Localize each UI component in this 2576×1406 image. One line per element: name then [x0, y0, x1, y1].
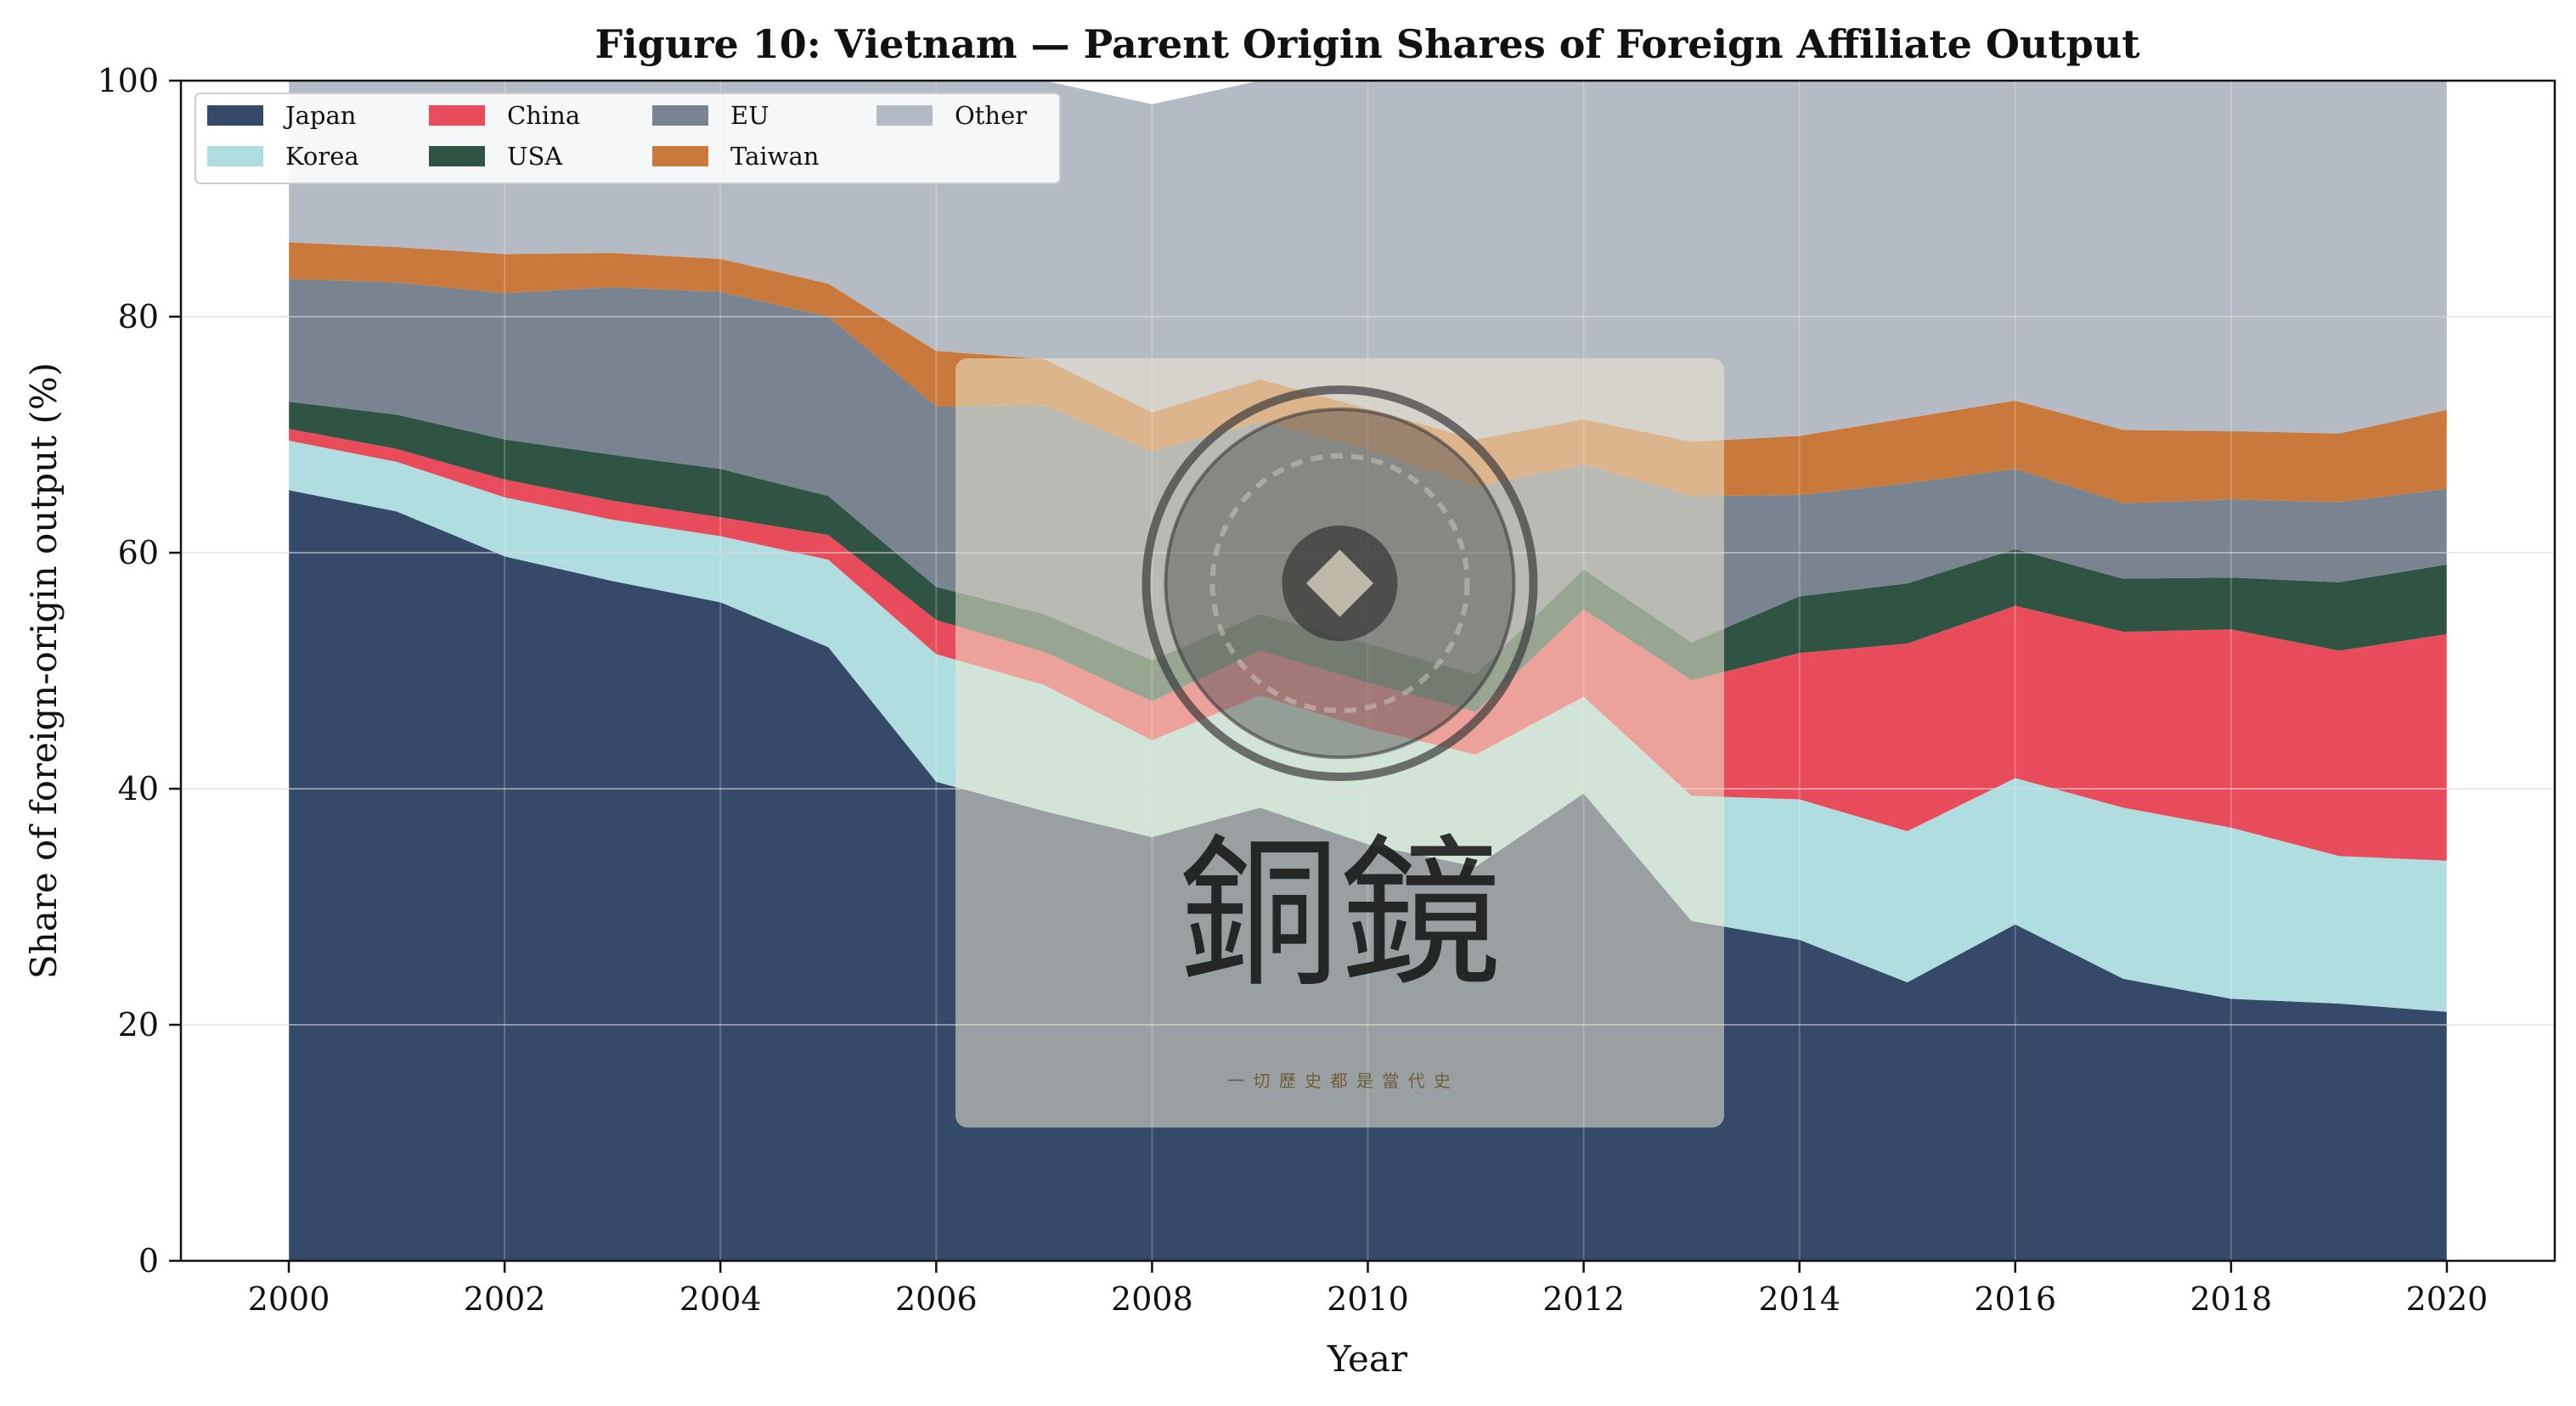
y-tick-label: 60 — [118, 534, 159, 571]
legend-swatch-japan — [207, 105, 263, 126]
area-usa — [289, 402, 2447, 712]
legend-label-korea: Korea — [285, 142, 359, 171]
y-axis-ticks: 0 20 40 60 80 100 — [97, 62, 181, 1279]
y-axis-label: Share of foreign-origin output (%) — [23, 363, 65, 979]
legend-box — [194, 93, 1061, 184]
x-tick-label: 2014 — [1758, 1280, 1840, 1318]
legend-label-japan: Japan — [283, 101, 356, 130]
chart-legend: Japan Korea China USA EU Taiwan Other — [194, 93, 1061, 184]
x-tick-label: 2012 — [1542, 1280, 1625, 1318]
x-tick-label: 2004 — [679, 1280, 762, 1318]
legend-swatch-korea — [207, 146, 263, 166]
area-china — [289, 429, 2447, 861]
bronze-mirror-pattern-ring — [1209, 453, 1470, 713]
x-tick-label: 2008 — [1111, 1280, 1193, 1318]
bronze-mirror-outer-ring — [1141, 385, 1538, 781]
legend-label-usa: USA — [507, 142, 563, 171]
legend-swatch-eu — [652, 105, 708, 126]
legend-swatch-usa — [429, 146, 485, 166]
legend-label-taiwan: Taiwan — [730, 142, 819, 171]
legend-label-eu: EU — [730, 101, 769, 130]
area-taiwan — [289, 242, 2447, 503]
x-tick-label: 2016 — [1974, 1280, 2056, 1318]
y-tick-label: 20 — [118, 1006, 159, 1043]
y-tick-label: 80 — [118, 298, 159, 335]
watermark-motto: 一 切 歷 史 都 是 當 代 史 — [1227, 1071, 1452, 1091]
x-axis-ticks: 2000 2002 2004 2006 2008 2010 2012 2014 2016 2018… — [248, 1261, 2489, 1318]
x-tick-label: 2020 — [2406, 1280, 2489, 1318]
x-tick-label: 2010 — [1327, 1280, 1409, 1318]
area-korea — [289, 441, 2447, 1012]
legend-swatch-china — [429, 105, 485, 126]
chart-title: Figure 10: Vietnam — Parent Origin Share… — [595, 21, 2141, 67]
watermark: 銅鏡一 切 歷 史 都 是 當 代 史 — [955, 358, 1724, 1128]
x-tick-label: 2000 — [248, 1280, 330, 1318]
watermark-characters: 銅鏡 — [1178, 820, 1501, 1008]
y-tick-label: 40 — [118, 770, 159, 807]
x-tick-label: 2002 — [464, 1280, 546, 1318]
legend-swatch-other — [877, 105, 933, 126]
legend-swatch-taiwan — [652, 146, 708, 166]
x-tick-label: 2006 — [895, 1280, 978, 1318]
legend-label-china: China — [507, 101, 580, 130]
x-axis-label: Year — [1327, 1338, 1408, 1380]
legend-label-other: Other — [955, 101, 1027, 130]
bronze-mirror-square-hole — [1305, 549, 1374, 617]
y-tick-label: 100 — [97, 62, 159, 99]
y-tick-label: 0 — [138, 1242, 159, 1279]
x-tick-label: 2018 — [2190, 1280, 2273, 1318]
